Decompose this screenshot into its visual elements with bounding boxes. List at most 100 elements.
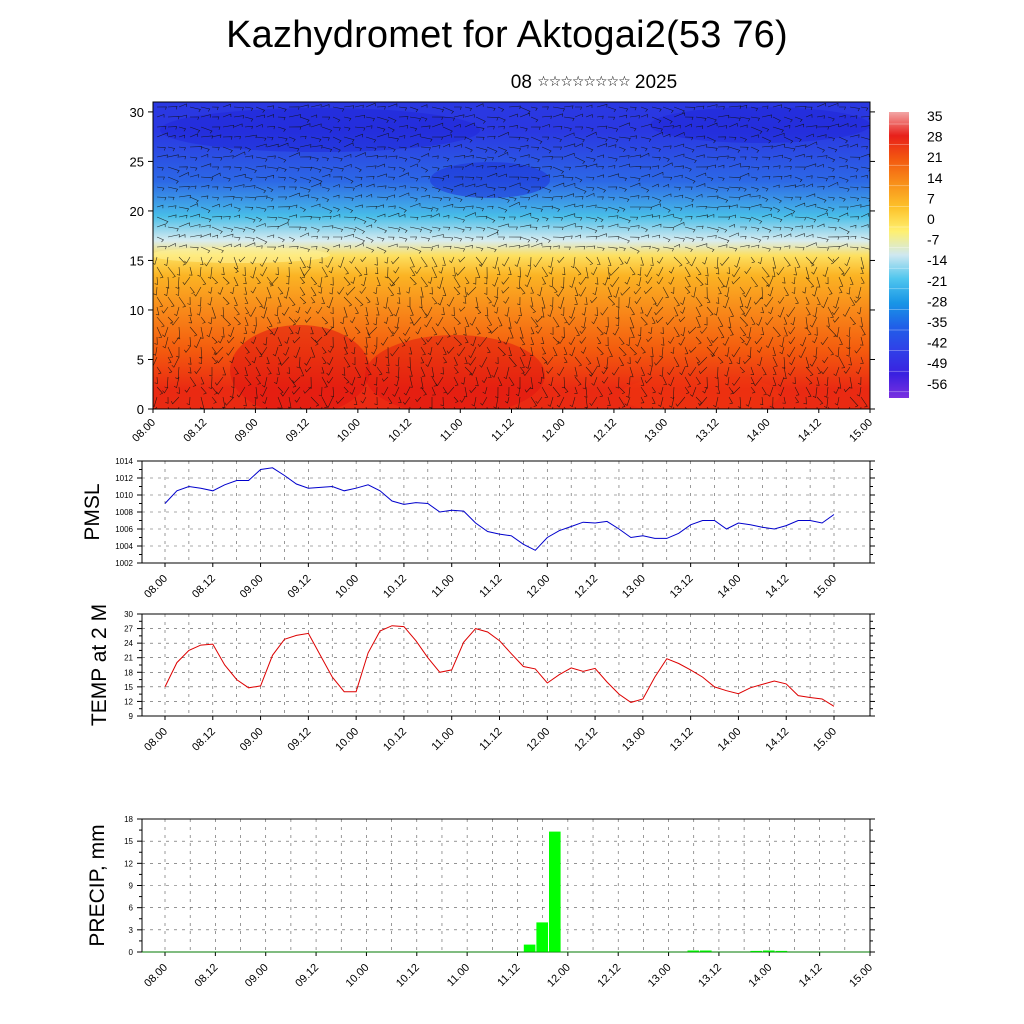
wind-barb	[321, 146, 333, 153]
wind-barb	[794, 296, 799, 304]
wind-barb	[475, 136, 485, 141]
wind-barb	[266, 186, 274, 193]
wind-barb	[662, 376, 667, 386]
xtick-label: 12.12	[595, 962, 623, 990]
wind-barb	[266, 105, 274, 109]
wind-barb	[776, 266, 785, 276]
wind-barb	[713, 396, 719, 408]
wind-barb	[615, 316, 620, 327]
wind-barb	[398, 135, 406, 139]
wind-barb	[820, 336, 829, 346]
wind-barb	[655, 316, 664, 324]
wind-barb	[350, 276, 356, 284]
wind-barb	[772, 104, 782, 108]
wind-barb	[163, 286, 169, 297]
wind-barb	[849, 316, 857, 325]
wind-barb	[737, 396, 742, 408]
wind-barb	[373, 386, 378, 396]
wind-barb	[849, 235, 857, 240]
wind-barb	[277, 106, 287, 112]
wind-barb	[728, 196, 741, 201]
wind-barb	[607, 223, 619, 228]
wind-barb	[156, 166, 164, 171]
wind-barb	[563, 213, 576, 218]
wind-barb	[574, 216, 583, 221]
wind-barb	[397, 286, 401, 295]
wind-barb	[717, 106, 725, 110]
wind-barb	[519, 145, 529, 149]
wind-barb	[446, 296, 455, 307]
heatmap-ytick-label: 0	[137, 402, 144, 417]
wind-barb	[541, 216, 549, 222]
wind-barb	[200, 185, 210, 189]
wind-barb	[791, 286, 796, 294]
wind-barb	[321, 104, 330, 108]
colorbar-label: 0	[927, 211, 935, 227]
wind-barb	[827, 206, 835, 212]
wind-barb	[607, 144, 617, 148]
wind-barb	[330, 336, 334, 348]
wind-barb	[596, 386, 604, 397]
wind-barb	[790, 316, 796, 326]
wind-barb	[408, 346, 413, 355]
wind-barb	[409, 246, 422, 254]
wind-barb	[464, 236, 474, 242]
wind-barb	[838, 176, 849, 183]
wind-barb	[280, 386, 290, 397]
heatmap-xtick-label: 12.00	[540, 417, 568, 445]
wind-barb	[395, 356, 400, 367]
wind-barb	[486, 366, 492, 378]
wind-barb	[475, 196, 484, 201]
wind-barb	[332, 166, 344, 172]
wind-barb	[281, 306, 290, 316]
wind-barb	[255, 296, 263, 308]
wind-barb	[782, 276, 786, 284]
wind-barb	[761, 236, 769, 240]
wind-barb	[162, 326, 169, 338]
wind-barb	[244, 376, 252, 386]
wind-barb	[731, 276, 741, 285]
wind-barb	[618, 246, 626, 252]
wind-barb	[486, 106, 496, 112]
wind-barb	[827, 216, 840, 223]
wind-barb	[601, 366, 609, 375]
wind-barb	[266, 234, 275, 238]
wind-barb	[156, 366, 162, 375]
wind-barb	[644, 376, 653, 384]
wind-barb	[594, 306, 598, 317]
wind-barb	[585, 104, 593, 108]
wind-barb	[431, 116, 444, 121]
wind-barb	[530, 176, 540, 182]
wind-barb	[269, 276, 279, 286]
wind-barb	[453, 154, 466, 159]
wind-barb	[496, 266, 501, 276]
wind-barb	[783, 286, 789, 296]
wind-barb	[255, 165, 267, 169]
wind-barb	[387, 226, 401, 232]
wind-barb	[167, 226, 179, 232]
wind-barb	[618, 122, 630, 128]
wind-barb	[332, 214, 341, 218]
wind-barb	[519, 326, 524, 339]
wind-barb	[211, 246, 224, 254]
wind-barb	[695, 135, 706, 139]
wind-barb	[772, 132, 785, 138]
wind-barb	[668, 266, 675, 274]
wind-barb	[310, 326, 314, 335]
wind-barb	[618, 163, 631, 168]
wind-barb	[497, 106, 505, 112]
wind-barb	[530, 396, 538, 407]
wind-barb	[860, 166, 870, 172]
wind-barb	[200, 146, 210, 152]
wind-barb	[629, 326, 635, 338]
wind-barb	[354, 296, 364, 307]
wind-barb	[834, 396, 840, 406]
wind-barb	[266, 155, 276, 159]
wind-barb	[563, 356, 568, 364]
wind-barb	[680, 306, 686, 314]
wind-barb	[244, 356, 252, 366]
wind-barb	[698, 366, 708, 375]
wind-barb	[618, 226, 630, 232]
